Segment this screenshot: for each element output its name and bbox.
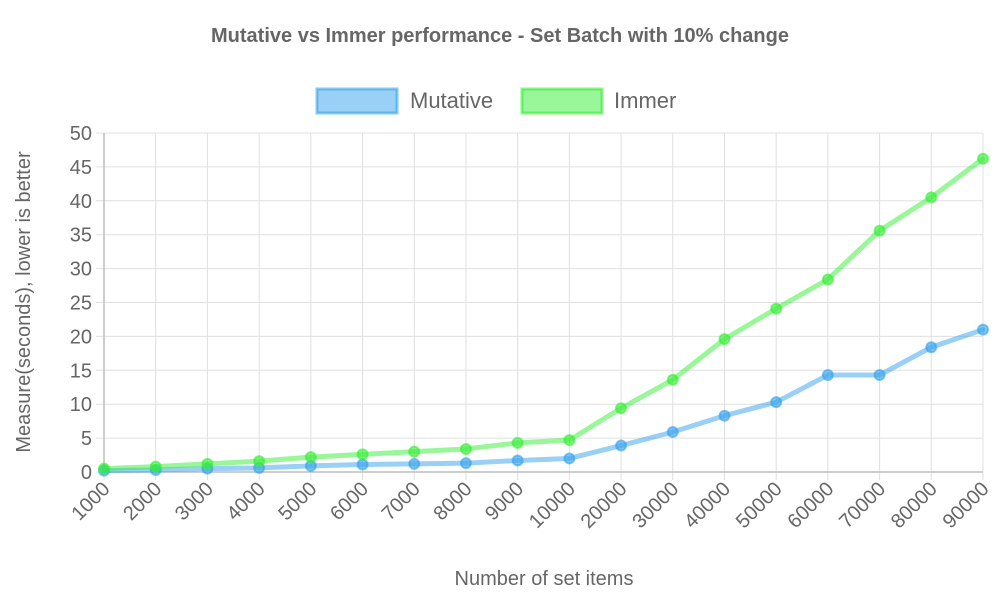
- y-axis-label: Measure(seconds), lower is better: [13, 151, 35, 453]
- data-point[interactable]: [718, 409, 731, 422]
- x-tick-label: 40000: [680, 478, 735, 533]
- data-point[interactable]: [666, 373, 679, 386]
- data-point[interactable]: [925, 191, 938, 204]
- data-point[interactable]: [821, 273, 834, 286]
- data-point[interactable]: [718, 333, 731, 346]
- series-line: [101, 156, 986, 472]
- data-point[interactable]: [615, 439, 628, 452]
- y-tick-label: 10: [70, 394, 92, 416]
- y-tick-label: 25: [70, 293, 92, 315]
- y-tick-label: 40: [70, 191, 92, 213]
- x-tick-label: 3000: [171, 478, 218, 525]
- data-point[interactable]: [356, 448, 369, 461]
- data-point[interactable]: [408, 445, 421, 458]
- data-point[interactable]: [821, 369, 834, 382]
- data-point[interactable]: [563, 452, 576, 465]
- legend: Mutative Immer: [315, 87, 676, 115]
- data-point[interactable]: [770, 396, 783, 409]
- x-tick-label: 10000: [525, 478, 580, 533]
- data-point[interactable]: [304, 451, 317, 464]
- data-point[interactable]: [770, 302, 783, 315]
- x-tick-label: 6000: [326, 478, 373, 525]
- x-tick-label: 2000: [119, 478, 166, 525]
- series-line: [101, 327, 986, 474]
- series-layer: [98, 152, 989, 477]
- data-point[interactable]: [666, 425, 679, 438]
- data-point[interactable]: [149, 460, 162, 473]
- legend-swatch: [520, 87, 604, 115]
- y-tick-label: 15: [70, 360, 92, 382]
- series-immer: [98, 152, 989, 475]
- legend-label: Immer: [614, 88, 676, 113]
- data-point[interactable]: [563, 434, 576, 447]
- x-tick-label: 20000: [577, 478, 632, 533]
- legend-item-mutative[interactable]: Mutative: [315, 87, 493, 115]
- x-tick-label: 8000: [429, 478, 476, 525]
- x-tick-label: 5000: [274, 478, 321, 525]
- x-tick-label: 60000: [784, 478, 839, 533]
- x-tick-label: 7000: [378, 478, 425, 525]
- x-tick-label: 90000: [939, 478, 994, 533]
- grid: [96, 132, 984, 480]
- x-tick-label: 30000: [628, 478, 683, 533]
- y-tick-label: 30: [70, 259, 92, 281]
- y-tick-label: 20: [70, 326, 92, 348]
- data-point[interactable]: [873, 224, 886, 237]
- data-point[interactable]: [201, 457, 214, 470]
- data-point[interactable]: [615, 402, 628, 415]
- y-tick-label: 0: [81, 462, 92, 484]
- x-tick-label: 4000: [223, 478, 270, 525]
- data-point[interactable]: [977, 323, 989, 336]
- x-tick-label: 50000: [732, 478, 787, 533]
- y-tick-label: 50: [70, 123, 92, 145]
- x-tick-label: 9000: [481, 478, 528, 525]
- y-tick-label: 45: [70, 157, 92, 179]
- data-point[interactable]: [511, 436, 524, 449]
- legend-label: Mutative: [410, 88, 493, 113]
- data-point[interactable]: [459, 457, 472, 470]
- x-tick-label: 70000: [835, 478, 890, 533]
- y-tick-label: 5: [81, 428, 92, 450]
- series-mutative: [98, 323, 989, 477]
- data-point[interactable]: [253, 455, 266, 468]
- x-tick-label: 80000: [887, 478, 942, 533]
- data-point[interactable]: [356, 458, 369, 471]
- data-point[interactable]: [873, 369, 886, 382]
- chart-title: Mutative vs Immer performance - Set Batc…: [211, 25, 789, 47]
- data-point[interactable]: [459, 442, 472, 455]
- x-tick-label: 1000: [68, 478, 115, 525]
- legend-swatch: [315, 87, 399, 115]
- data-point[interactable]: [408, 457, 421, 470]
- legend-item-immer[interactable]: Immer: [520, 87, 676, 115]
- data-point[interactable]: [925, 341, 938, 354]
- y-tick-label: 35: [70, 225, 92, 247]
- data-point[interactable]: [511, 454, 524, 467]
- data-point[interactable]: [98, 462, 110, 475]
- x-axis-label: Number of set items: [455, 568, 634, 590]
- data-point[interactable]: [977, 152, 989, 165]
